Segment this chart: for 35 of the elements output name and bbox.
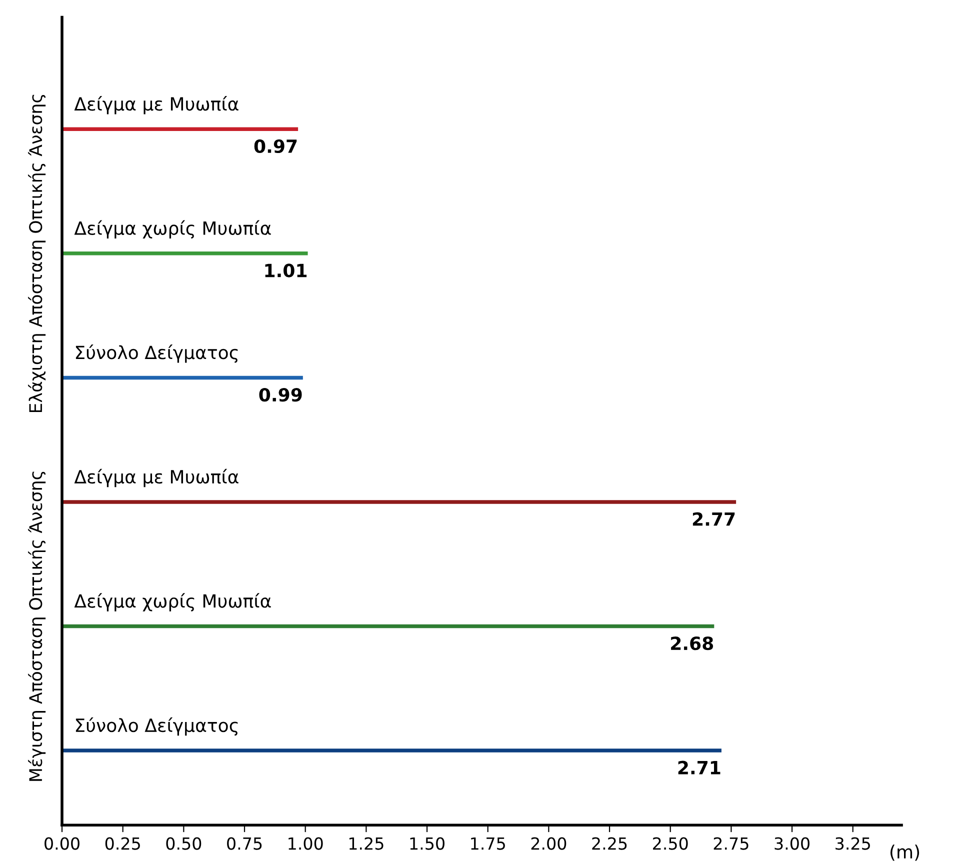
text: Ελάχιστη Απόσταση Οπτικής Άνεσης: [28, 94, 46, 412]
y-tick-label: Σύνολο Δείγματος: [76, 717, 238, 736]
bar: [62, 252, 308, 256]
text: Μέγιστη Απόσταση Οπτικής Άνεσης: [28, 472, 46, 781]
bar: [62, 376, 303, 380]
x-tick-label: 1.75: [471, 837, 505, 850]
y-tick-label: Δείγμα με Μυωπία: [74, 468, 238, 488]
data-label: 2.71: [678, 760, 720, 774]
data-label: 2.77: [692, 512, 735, 526]
data-label: 0.97: [254, 139, 297, 154]
x-tick-label: 1.50: [410, 837, 444, 850]
y-tick-label: Δείγμα χωρίς Μυωπία: [74, 220, 271, 239]
x-tick-label: 3.25: [836, 837, 870, 850]
x-tick-label: 3.00: [774, 837, 810, 850]
x-tick-label: 0.25: [105, 837, 140, 850]
data-label: 2.68: [671, 636, 714, 650]
bar: [62, 748, 722, 752]
data-label: 0.99: [259, 388, 302, 402]
bar: [62, 624, 714, 628]
x-tick-label: 2.75: [714, 837, 748, 850]
bar: [62, 500, 736, 504]
x-tick-label: 0.75: [227, 837, 262, 850]
x-tick-label: 1.00: [288, 837, 323, 850]
data-label: 1.01: [265, 264, 307, 278]
x-tick-label: 2.00: [531, 837, 566, 850]
y-tick-label: Σύνολο Δείγματος: [76, 344, 238, 363]
bar: [62, 127, 298, 131]
x-tick-label: 2.25: [592, 837, 627, 850]
x-tick-label: 1.25: [349, 837, 384, 850]
y-tick-label: Δείγμα με Μυωπία: [74, 96, 238, 114]
x-tick-label: 2.50: [653, 837, 688, 850]
x-axis-title: (m): [890, 844, 920, 861]
y-tick-label: Δείγμα χωρίς Μυωπία: [74, 593, 271, 612]
x-tick-label: 0.50: [166, 837, 202, 850]
x-tick-label: 0.00: [44, 837, 80, 850]
